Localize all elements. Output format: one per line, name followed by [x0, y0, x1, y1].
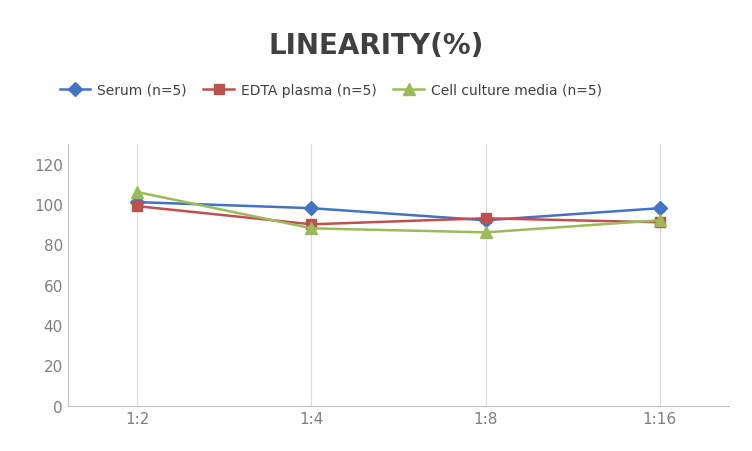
- Serum (n=5): [481, 218, 490, 224]
- Line: EDTA plasma (n=5): EDTA plasma (n=5): [132, 202, 665, 230]
- Serum (n=5): [133, 200, 142, 205]
- EDTA plasma (n=5): [307, 222, 316, 227]
- EDTA plasma (n=5): [655, 220, 664, 226]
- Serum (n=5): [307, 206, 316, 212]
- Text: LINEARITY(%): LINEARITY(%): [268, 32, 484, 60]
- Legend: Serum (n=5), EDTA plasma (n=5), Cell culture media (n=5): Serum (n=5), EDTA plasma (n=5), Cell cul…: [59, 83, 602, 97]
- Serum (n=5): [655, 206, 664, 212]
- EDTA plasma (n=5): [133, 204, 142, 209]
- Cell culture media (n=5): [655, 218, 664, 224]
- Line: Cell culture media (n=5): Cell culture media (n=5): [132, 187, 666, 239]
- Line: Serum (n=5): Serum (n=5): [132, 198, 665, 226]
- EDTA plasma (n=5): [481, 216, 490, 221]
- Cell culture media (n=5): [481, 230, 490, 235]
- Cell culture media (n=5): [307, 226, 316, 231]
- Cell culture media (n=5): [133, 190, 142, 195]
